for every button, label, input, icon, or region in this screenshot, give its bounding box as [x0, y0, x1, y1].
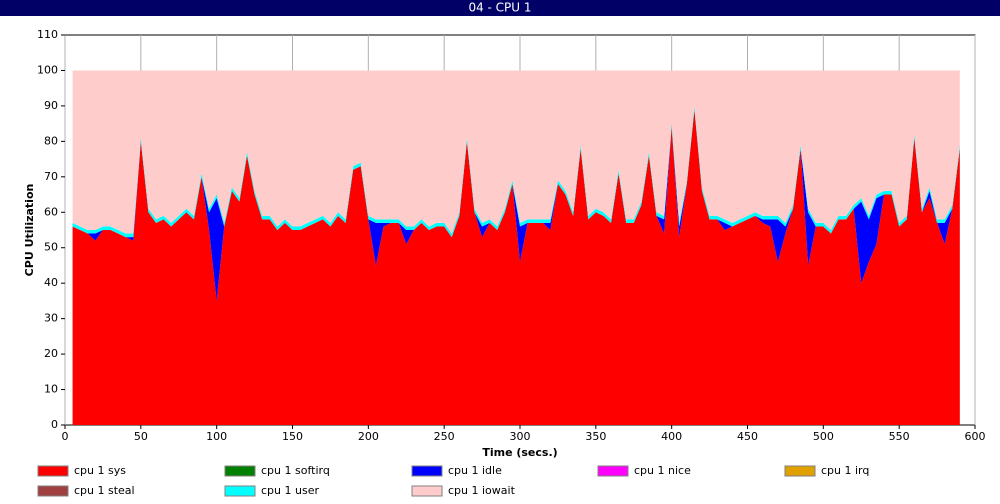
- y-tick-label: 60: [44, 205, 58, 218]
- x-tick-label: 550: [889, 430, 910, 443]
- y-tick-label: 70: [44, 170, 58, 183]
- y-tick-label: 30: [44, 312, 58, 325]
- y-tick-label: 40: [44, 276, 58, 289]
- legend-label: cpu 1 iowait: [448, 484, 516, 497]
- legend-swatch: [37, 485, 69, 497]
- legend-swatch: [37, 465, 69, 477]
- area: [72, 109, 960, 301]
- y-tick-label: 20: [44, 347, 58, 360]
- title-bar: [0, 0, 1000, 16]
- y-tick-label: 50: [44, 241, 58, 254]
- area: [72, 109, 960, 426]
- legend-label: cpu 1 nice: [634, 464, 691, 477]
- x-axis-label: Time (secs.): [482, 446, 557, 459]
- x-tick-label: 350: [585, 430, 606, 443]
- x-tick-label: 150: [282, 430, 303, 443]
- y-tick-label: 10: [44, 383, 58, 396]
- legend-label: cpu 1 idle: [448, 464, 502, 477]
- x-tick-label: 0: [62, 430, 69, 443]
- x-tick-label: 600: [965, 430, 986, 443]
- legend-label: cpu 1 user: [261, 484, 319, 497]
- legend-label: cpu 1 irq: [821, 464, 869, 477]
- y-tick-label: 90: [44, 99, 58, 112]
- x-tick-label: 100: [206, 430, 227, 443]
- legend-label: cpu 1 softirq: [261, 464, 330, 477]
- x-tick-label: 400: [661, 430, 682, 443]
- legend-label: cpu 1 sys: [74, 464, 126, 477]
- legend-swatch: [597, 465, 629, 477]
- legend-swatch: [411, 485, 443, 497]
- x-tick-label: 300: [510, 430, 531, 443]
- x-tick-label: 450: [737, 430, 758, 443]
- x-tick-label: 500: [813, 430, 834, 443]
- legend-swatch: [784, 465, 816, 477]
- y-axis-label: CPU Utilization: [23, 184, 36, 277]
- y-tick-label: 0: [51, 418, 58, 431]
- chart-title: 04 - CPU 1: [468, 1, 531, 15]
- legend-swatch: [411, 465, 443, 477]
- y-tick-label: 80: [44, 134, 58, 147]
- legend-swatch: [224, 485, 256, 497]
- area: [72, 70, 960, 234]
- legend-swatch: [224, 465, 256, 477]
- x-tick-label: 200: [358, 430, 379, 443]
- legend-label: cpu 1 steal: [74, 484, 135, 497]
- x-tick-label: 250: [434, 430, 455, 443]
- x-tick-label: 50: [134, 430, 148, 443]
- y-tick-label: 100: [37, 63, 58, 76]
- y-tick-label: 110: [37, 28, 58, 41]
